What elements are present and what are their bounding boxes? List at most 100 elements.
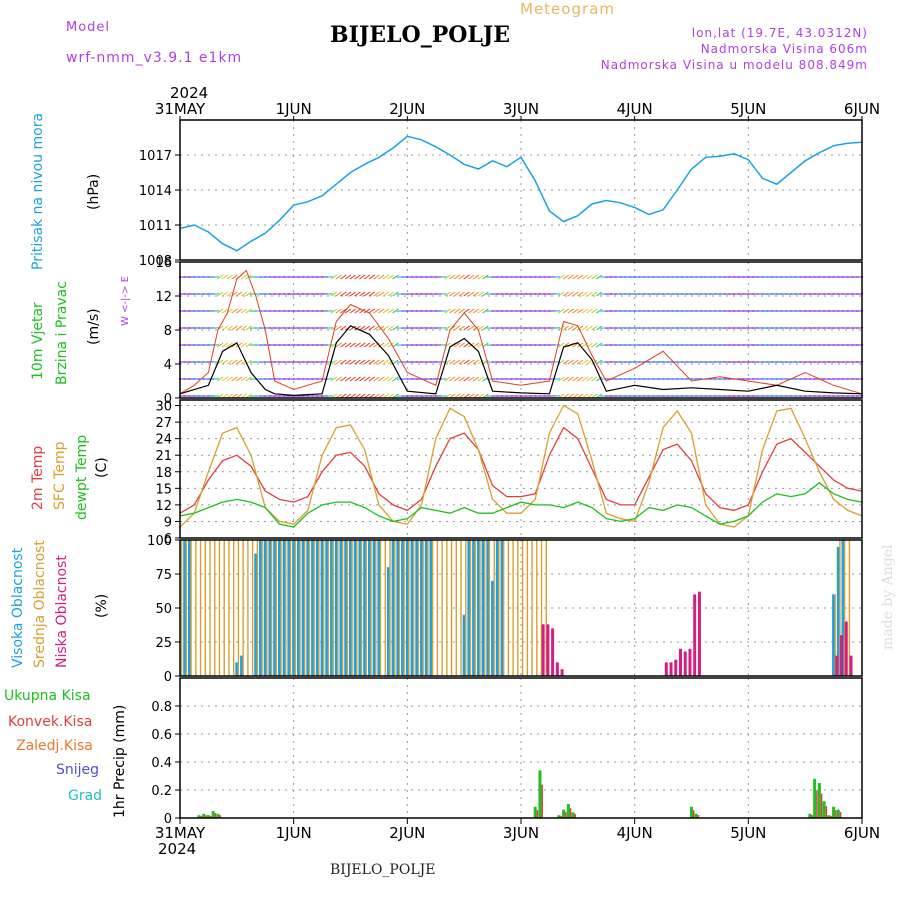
wind-arrow bbox=[344, 291, 352, 297]
low-cloud-bar bbox=[697, 591, 701, 676]
wind-arrow bbox=[472, 308, 480, 314]
high-cloud-bar bbox=[183, 540, 187, 676]
wind-arrow bbox=[382, 359, 390, 365]
wind-arrow bbox=[211, 395, 220, 397]
wind-arrow bbox=[236, 359, 243, 365]
x-tick-label: 3JUN bbox=[503, 824, 539, 842]
x-tick-label: 31MAY bbox=[155, 824, 206, 842]
wind-arrow bbox=[217, 342, 224, 348]
wind-arrow bbox=[359, 359, 366, 365]
conv-precip-bar bbox=[200, 816, 202, 818]
x-tick-label: 3JUN bbox=[503, 100, 539, 118]
wind-arrow bbox=[463, 308, 470, 314]
wind-arrow bbox=[577, 376, 584, 382]
wind-arrow bbox=[240, 274, 248, 280]
model-label: Model bbox=[66, 20, 111, 35]
wind-arrow bbox=[236, 342, 243, 348]
wind-arrow bbox=[340, 291, 347, 297]
wind-arrow bbox=[439, 327, 447, 329]
wind-arrow bbox=[552, 344, 561, 346]
wind-arrow bbox=[586, 308, 593, 314]
wind-arrow bbox=[236, 308, 243, 314]
wind-arrow bbox=[226, 376, 233, 382]
temp-label-2m: 2m Temp bbox=[30, 446, 46, 510]
conv-precip-bar bbox=[219, 815, 221, 818]
frame-layer: 1008101110141017048121669121518212427300… bbox=[139, 100, 880, 842]
wind-arrow bbox=[453, 342, 461, 348]
x-tick-label: 4JUN bbox=[617, 824, 653, 842]
dewpt-line bbox=[179, 481, 863, 528]
wind-arrow bbox=[363, 291, 371, 297]
precip-bar bbox=[832, 806, 836, 818]
wind-arrow bbox=[482, 274, 489, 280]
high-cloud-bar bbox=[287, 540, 291, 676]
wind-arrow bbox=[335, 359, 342, 365]
wind-arrow bbox=[572, 291, 579, 297]
wind-arrow bbox=[392, 308, 399, 314]
wind-arrow bbox=[378, 376, 385, 382]
low-cloud-bar bbox=[844, 621, 848, 676]
wind-arrow bbox=[581, 325, 589, 331]
wind-arrow bbox=[477, 291, 484, 297]
wind-arrow bbox=[444, 291, 451, 297]
high-cloud-bar bbox=[832, 594, 836, 676]
wind-arrow bbox=[368, 308, 375, 314]
wind-arrow bbox=[595, 274, 603, 280]
high-cloud-bar bbox=[401, 540, 405, 676]
precip-bar bbox=[538, 770, 542, 818]
temp-label-sfc: SFC Temp bbox=[52, 441, 68, 510]
high-cloud-bar bbox=[353, 540, 357, 676]
wind-arrow bbox=[363, 376, 371, 382]
wind-arrow bbox=[552, 293, 561, 295]
high-cloud-bar bbox=[339, 540, 343, 676]
y-tick-label: 0.2 bbox=[151, 784, 172, 799]
wind-arrow bbox=[591, 342, 598, 348]
wind-arrow bbox=[392, 291, 399, 297]
wind-arrow bbox=[477, 325, 484, 331]
high-cloud-bar bbox=[292, 540, 296, 676]
wind-arrow bbox=[378, 342, 385, 348]
wind-arrow bbox=[354, 359, 361, 365]
precip-bar bbox=[571, 812, 575, 818]
wind-arrow bbox=[572, 325, 579, 331]
x-tick-label: 4JUN bbox=[617, 100, 653, 118]
high-cloud-bar bbox=[235, 662, 239, 676]
y-tick-label: 16 bbox=[155, 256, 172, 271]
y-tick-label: 6 bbox=[164, 532, 172, 547]
wind-arrow bbox=[562, 359, 570, 365]
wind-arrow bbox=[387, 308, 394, 314]
high-cloud-bar bbox=[462, 614, 466, 676]
conv-precip-bar bbox=[541, 784, 543, 818]
wind-arrow bbox=[591, 274, 598, 280]
y-tick-label: 0.6 bbox=[151, 728, 172, 743]
wind-arrow bbox=[562, 274, 570, 280]
wind-arrow bbox=[335, 274, 342, 280]
wind-arrow bbox=[335, 291, 342, 297]
y-tick-label: 15 bbox=[155, 482, 172, 497]
cloud-label-high: Visoka Oblacnost bbox=[10, 547, 26, 668]
high-cloud-bar bbox=[396, 540, 400, 676]
wind-arrow bbox=[231, 376, 238, 382]
wind-arrow bbox=[349, 359, 357, 365]
year-bottom: 2024 bbox=[158, 840, 196, 858]
wind-arrow bbox=[335, 376, 342, 382]
conv-precip-bar bbox=[835, 810, 837, 818]
wind-arrow bbox=[373, 274, 380, 280]
wind-arrow bbox=[240, 308, 248, 314]
wind-arrow bbox=[373, 376, 380, 382]
pressure-line bbox=[179, 135, 863, 252]
wind-arrow bbox=[572, 359, 579, 365]
wind-arrow bbox=[595, 359, 603, 365]
panel-frame bbox=[179, 399, 863, 539]
wind-arrow bbox=[595, 342, 603, 348]
wind-arrow bbox=[468, 274, 475, 280]
y-tick-label: 1017 bbox=[139, 149, 172, 164]
wind-arrow bbox=[231, 308, 238, 314]
high-cloud-bar bbox=[429, 540, 433, 676]
wind-arrow bbox=[325, 310, 333, 312]
wind-arrow bbox=[221, 342, 229, 348]
x-tick-label: 5JUN bbox=[730, 824, 766, 842]
wind-arrow bbox=[382, 376, 390, 382]
x-tick-label: 6JUN bbox=[844, 824, 880, 842]
wind-arrow bbox=[453, 376, 461, 382]
